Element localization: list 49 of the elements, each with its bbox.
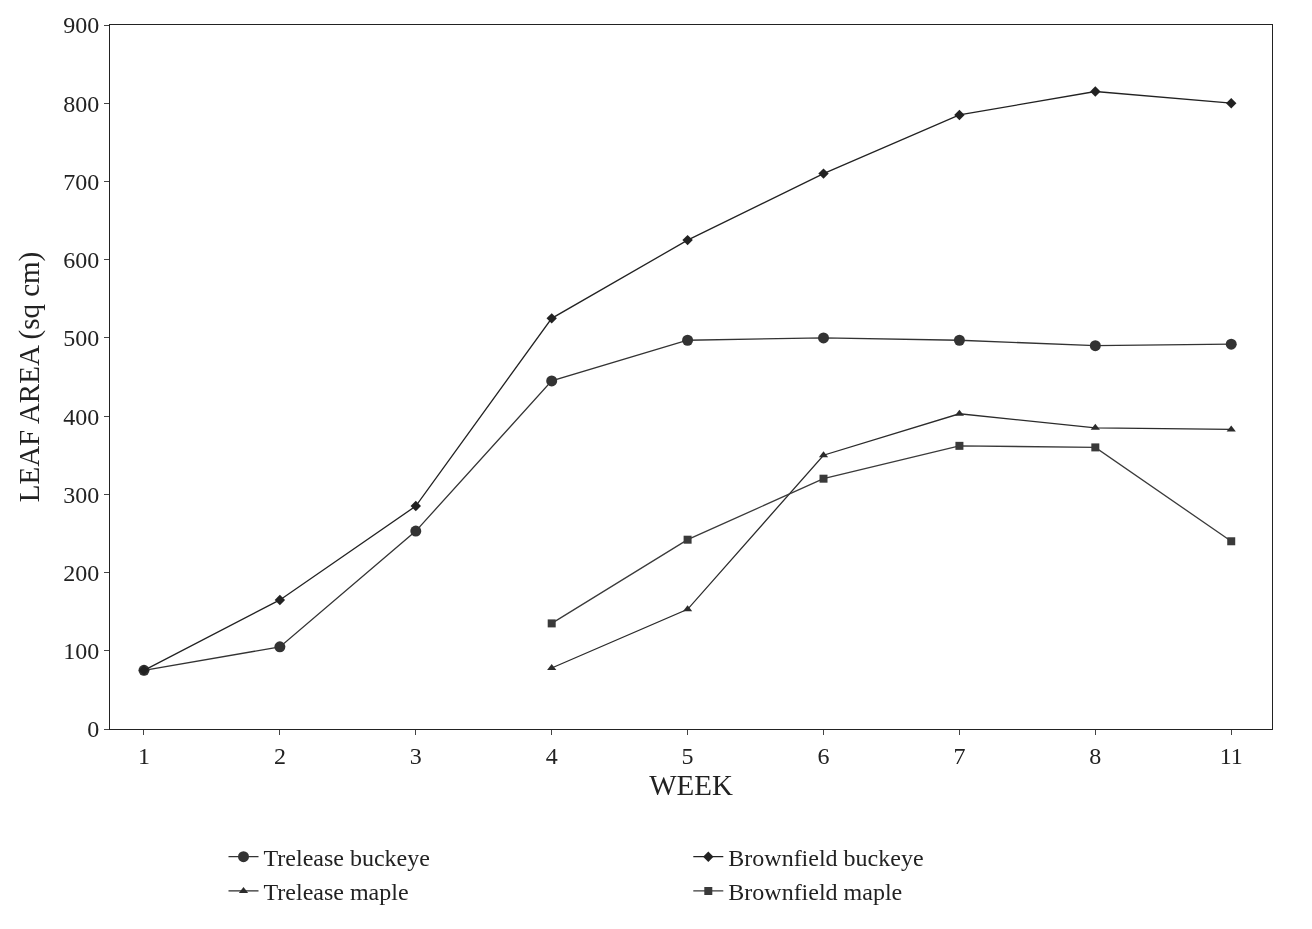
y-tick-label: 500 xyxy=(63,325,100,352)
y-tick-label: 800 xyxy=(63,90,100,117)
legend-label: Brownfield maple xyxy=(728,879,903,906)
x-tick-label: 1 xyxy=(137,742,150,769)
y-tick-label: 100 xyxy=(63,638,100,665)
x-axis-title: WEEK xyxy=(649,768,733,801)
legend-label: Trelease maple xyxy=(263,879,409,906)
point xyxy=(682,334,694,346)
x-tick-label: 8 xyxy=(1089,742,1102,769)
legend-label: Trelease buckeye xyxy=(263,845,430,872)
point xyxy=(682,234,693,246)
point xyxy=(1090,86,1101,97)
x-tick-label: 2 xyxy=(273,742,286,769)
y-tick-label: 700 xyxy=(63,168,100,195)
point xyxy=(547,663,557,670)
point xyxy=(1225,338,1237,350)
y-tick-label: 0 xyxy=(87,716,100,743)
point xyxy=(1226,98,1237,109)
point xyxy=(818,332,830,344)
point xyxy=(818,168,829,179)
x-tick-label: 6 xyxy=(817,742,830,769)
point xyxy=(1089,340,1101,352)
point xyxy=(410,500,421,512)
point xyxy=(955,441,964,450)
point xyxy=(954,109,965,121)
legend-label: Brownfield buckeye xyxy=(728,845,924,872)
point xyxy=(683,535,692,544)
point xyxy=(546,375,558,387)
y-tick-label: 300 xyxy=(63,481,100,508)
x-tick-label: 4 xyxy=(545,742,558,769)
y-tick-label: 200 xyxy=(63,559,100,586)
point xyxy=(410,525,422,537)
x-tick-label: 3 xyxy=(409,742,422,769)
y-tick-label: 600 xyxy=(63,247,100,274)
point xyxy=(1227,537,1236,546)
point xyxy=(1090,423,1100,430)
y-axis-title: LEAF AREA (sq cm) xyxy=(12,251,46,503)
point xyxy=(274,594,286,606)
point xyxy=(953,334,965,346)
point xyxy=(546,313,557,324)
y-tick-label: 900 xyxy=(63,12,100,39)
x-tick-label: 5 xyxy=(681,742,694,769)
point xyxy=(1091,443,1100,452)
x-tick-label: 11 xyxy=(1219,742,1243,769)
point xyxy=(547,619,556,628)
point xyxy=(274,641,286,653)
point xyxy=(819,474,828,483)
x-tick-label: 7 xyxy=(953,742,966,769)
y-tick-label: 400 xyxy=(63,403,100,430)
